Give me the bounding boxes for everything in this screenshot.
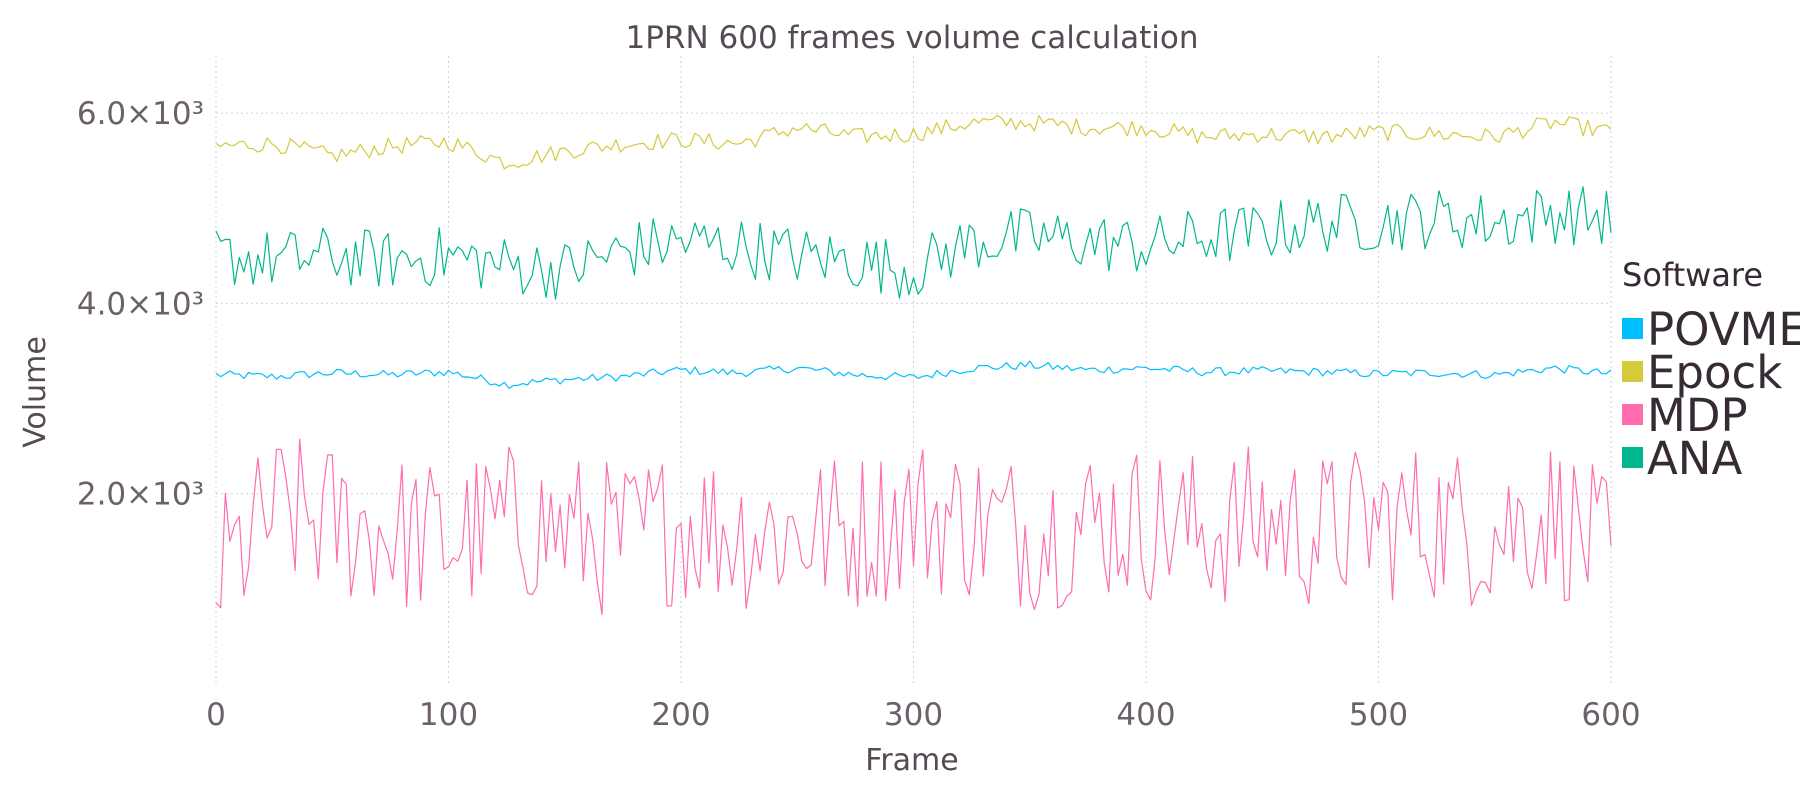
- x-tick-label: 400: [1116, 697, 1175, 733]
- x-axis-label: Frame: [865, 743, 958, 778]
- chart-title: 1PRN 600 frames volume calculation: [626, 20, 1199, 56]
- legend-swatch-povme: [1622, 318, 1643, 339]
- series-line-povme: [215, 360, 1612, 389]
- legend-swatch-ana: [1622, 447, 1643, 468]
- x-tick-label: 200: [651, 697, 710, 733]
- x-tick-label: 500: [1349, 697, 1408, 733]
- x-tick-label: 300: [884, 697, 943, 733]
- series-lines: [215, 114, 1612, 616]
- y-tick-label: 2.0×10³: [77, 477, 204, 513]
- legend-swatch-mdp: [1622, 404, 1643, 425]
- y-tick-label: 4.0×10³: [77, 286, 204, 322]
- series-line-mdp: [215, 438, 1612, 616]
- legend-label-epock: Epock: [1647, 346, 1782, 399]
- y-tick-label: 6.0×10³: [77, 96, 204, 132]
- legend-label-mdp: MDP: [1647, 389, 1748, 442]
- series-line-ana: [215, 186, 1612, 300]
- x-tick-labels: 0 100 200 300 400 500 600: [206, 697, 1640, 733]
- x-tick-label: 0: [206, 697, 226, 733]
- legend-title: Software: [1622, 256, 1763, 294]
- legend-label-povme: POVME: [1647, 303, 1800, 356]
- legend-swatch-epock: [1622, 361, 1643, 382]
- x-tick-label: 100: [419, 697, 478, 733]
- y-tick-labels: 2.0×10³ 4.0×10³ 6.0×10³: [77, 96, 204, 513]
- legend-label-ana: ANA: [1647, 432, 1742, 485]
- y-axis-label: Volume: [18, 336, 53, 448]
- x-tick-label: 600: [1581, 697, 1640, 733]
- series-line-epock: [215, 114, 1612, 170]
